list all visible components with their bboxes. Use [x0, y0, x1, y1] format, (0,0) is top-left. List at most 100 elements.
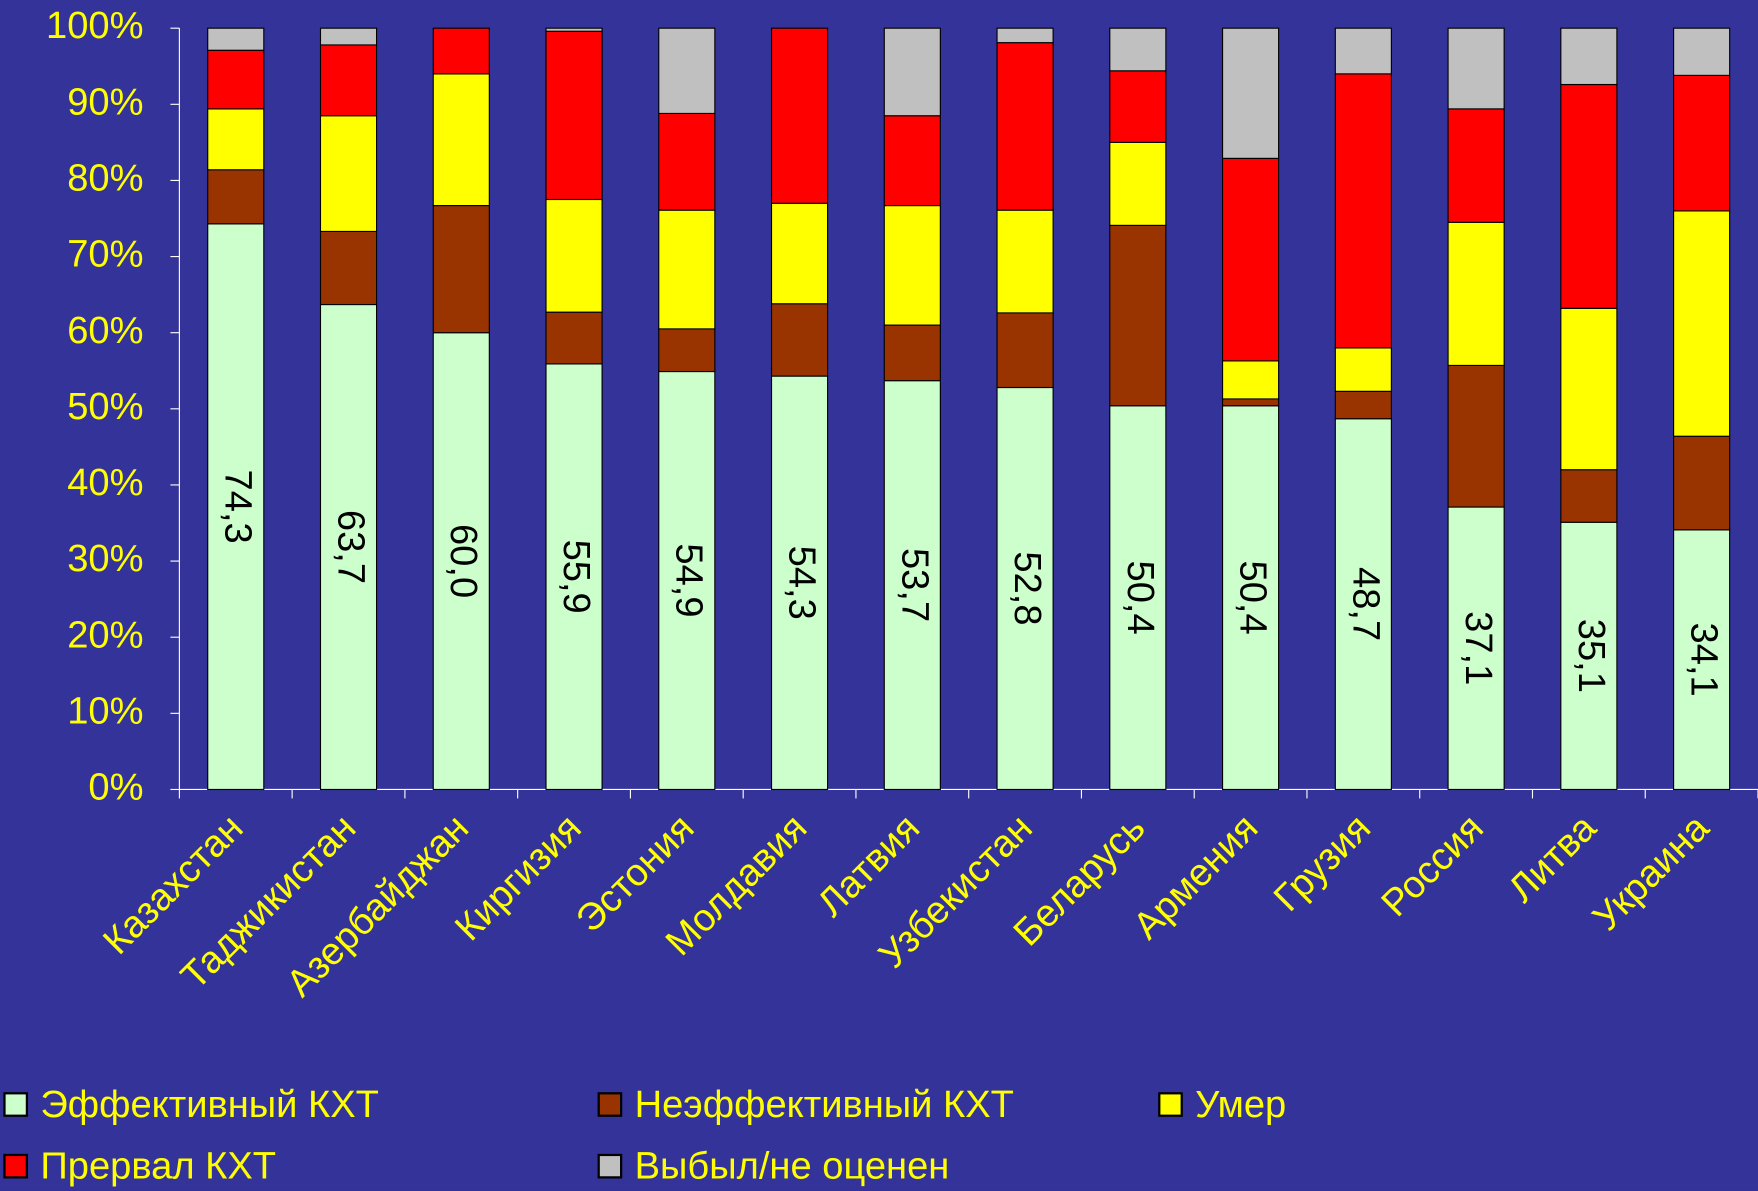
bar-segment: [770, 303, 829, 377]
data-label: 35,1: [1570, 619, 1612, 693]
bar-segment: [319, 303, 378, 791]
bar-segment: [1109, 141, 1167, 226]
bar-segment: [658, 209, 716, 330]
bar-segment: [1334, 73, 1392, 349]
bar-segment: [545, 30, 603, 201]
bar-segment: [1560, 27, 1618, 86]
bar-segment: [319, 27, 378, 46]
bar-segment: [1109, 70, 1167, 143]
bar-segment: [1447, 506, 1505, 791]
bar-segment: [545, 311, 603, 365]
bar-segment: [770, 27, 829, 204]
bar-segment: [432, 27, 490, 75]
bar-segment: [658, 27, 716, 115]
bar-segment: [996, 386, 1054, 791]
y-tick-label: 10%: [67, 690, 143, 732]
bar-segment: [883, 380, 941, 791]
bar-segment: [1109, 224, 1167, 407]
bar-segment: [1447, 221, 1505, 366]
y-tick-label: 0%: [88, 767, 143, 809]
legend-swatch: [1158, 1092, 1183, 1117]
data-label: 37,1: [1457, 611, 1499, 685]
data-label: 54,9: [668, 543, 710, 617]
bar-segment: [1673, 210, 1731, 437]
bar-segment: [1221, 27, 1280, 159]
bar-segment: [207, 223, 265, 791]
bar-segment: [1560, 307, 1618, 471]
bar-segment: [996, 312, 1054, 389]
bar-segment: [883, 27, 941, 117]
data-label: 54,3: [780, 546, 822, 620]
bar-segment: [545, 198, 603, 313]
bar-segment: [1447, 364, 1505, 508]
bar-segment: [207, 108, 265, 171]
legend-swatch: [597, 1153, 623, 1179]
data-label: 60,0: [442, 524, 484, 598]
bar-segment: [1334, 390, 1392, 420]
y-tick-label: 70%: [67, 234, 143, 276]
bar-segment: [770, 375, 829, 791]
bar-segment: [1109, 27, 1167, 72]
bar-segment: [883, 115, 941, 207]
legend-label: Эффективный КХТ: [40, 1084, 379, 1126]
y-tick-label: 90%: [67, 81, 143, 123]
bar-segment: [1221, 157, 1280, 362]
bar-segment: [545, 363, 603, 791]
bar-segment: [1221, 398, 1280, 407]
data-label: 55,9: [555, 540, 597, 614]
y-tick-label: 50%: [67, 386, 143, 428]
bar-segment: [658, 112, 716, 211]
y-tick-label: 20%: [67, 614, 143, 656]
bar-segment: [658, 370, 716, 791]
bar-segment: [1334, 418, 1392, 791]
bar-segment: [1447, 108, 1505, 223]
data-label: 53,7: [893, 548, 935, 622]
bar-segment: [1334, 27, 1392, 75]
data-label: 48,7: [1344, 567, 1386, 641]
bar-segment: [432, 73, 490, 207]
bar-segment: [1221, 360, 1280, 400]
bar-segment: [883, 205, 941, 326]
y-tick-label: 100%: [46, 5, 143, 47]
bar-segment: [319, 230, 378, 306]
bar-segment: [1673, 27, 1731, 76]
legend-label: Неэффективный КХТ: [635, 1084, 1014, 1126]
legend-label: Прервал КХТ: [40, 1145, 276, 1187]
bar-segment: [1447, 27, 1505, 110]
y-tick-label: 30%: [67, 538, 143, 580]
bar-segment: [207, 49, 265, 110]
bar-segment: [319, 44, 378, 117]
bar-segment: [1221, 405, 1280, 791]
legend-swatch: [3, 1092, 29, 1117]
data-label: 63,7: [329, 510, 371, 584]
bar-segment: [1673, 435, 1731, 531]
legend-swatch: [597, 1092, 623, 1117]
bar-segment: [207, 27, 265, 51]
bar-segment: [545, 27, 603, 32]
bar-segment: [319, 115, 378, 233]
bar-segment: [996, 42, 1054, 211]
bar-segment: [883, 324, 941, 382]
bar-segment: [996, 27, 1054, 44]
data-label: 52,8: [1006, 551, 1048, 625]
legend-swatch: [3, 1153, 29, 1179]
data-label: 34,1: [1683, 623, 1725, 697]
data-label: 74,3: [217, 470, 259, 544]
bar-segment: [432, 205, 490, 334]
y-tick-label: 60%: [67, 310, 143, 352]
y-tick-label: 40%: [67, 462, 143, 504]
bar-segment: [996, 209, 1054, 314]
bar-segment: [432, 332, 490, 791]
bar-segment: [1560, 521, 1618, 791]
bar-segment: [1673, 74, 1731, 212]
data-label: 50,4: [1119, 561, 1161, 635]
bar-segment: [1560, 83, 1618, 309]
legend-label: Умер: [1195, 1084, 1286, 1126]
bar-segment: [1334, 347, 1392, 392]
legend-label: Выбыл/не оценен: [635, 1145, 950, 1187]
y-tick-label: 80%: [67, 158, 143, 200]
bar-segment: [1109, 405, 1167, 791]
bar-segment: [658, 328, 716, 373]
data-label: 50,4: [1232, 561, 1274, 635]
